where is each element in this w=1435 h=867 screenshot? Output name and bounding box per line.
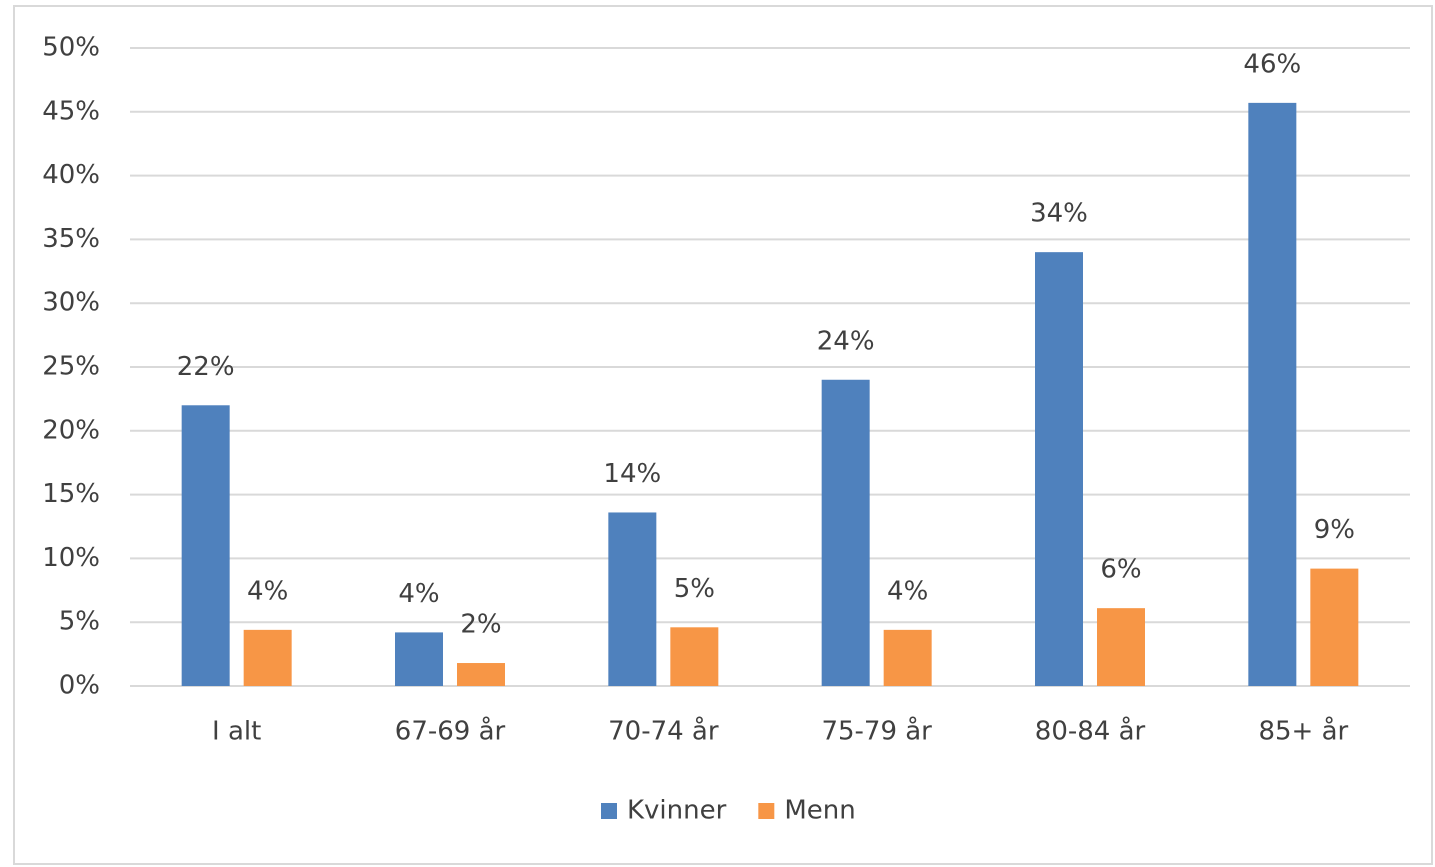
legend-swatch bbox=[758, 803, 775, 819]
y-tick-label: 35% bbox=[42, 224, 100, 254]
y-tick-label: 5% bbox=[59, 607, 100, 637]
value-label: 34% bbox=[1030, 199, 1088, 229]
value-label: 4% bbox=[398, 579, 439, 609]
bar bbox=[670, 627, 719, 686]
bar bbox=[457, 663, 505, 686]
x-tick-label: 85+ år bbox=[1258, 716, 1348, 747]
bar bbox=[608, 512, 657, 686]
x-tick-label: I alt bbox=[212, 717, 261, 747]
value-label: 9% bbox=[1314, 515, 1355, 545]
bar bbox=[181, 405, 230, 686]
value-label: 22% bbox=[177, 352, 235, 382]
x-tick-label: 75-79 år bbox=[821, 716, 932, 747]
y-tick-label: 25% bbox=[42, 352, 100, 382]
y-tick-label: 20% bbox=[42, 415, 100, 445]
y-tick-label: 15% bbox=[42, 479, 100, 509]
y-tick-label: 40% bbox=[42, 160, 100, 190]
y-tick-label: 50% bbox=[42, 33, 100, 63]
legend-label: Kvinner bbox=[627, 796, 727, 826]
legend-label: Menn bbox=[784, 796, 855, 826]
value-label: 14% bbox=[603, 459, 661, 489]
legend-swatch bbox=[601, 803, 617, 819]
value-label: 6% bbox=[1100, 555, 1141, 585]
value-label: 4% bbox=[247, 576, 288, 606]
value-label: 4% bbox=[887, 576, 928, 606]
bar bbox=[1248, 102, 1297, 687]
x-tick-label: 67-69 år bbox=[395, 716, 506, 747]
bar bbox=[1097, 608, 1145, 686]
x-tick-label: 70-74 år bbox=[608, 716, 719, 747]
chart-frame bbox=[13, 5, 1433, 865]
y-tick-label: 30% bbox=[42, 288, 100, 318]
bar bbox=[395, 632, 443, 686]
y-tick-label: 45% bbox=[42, 96, 100, 126]
bar bbox=[883, 629, 932, 686]
value-label: 2% bbox=[460, 610, 501, 640]
value-label: 46% bbox=[1243, 49, 1301, 79]
value-label: 5% bbox=[674, 574, 715, 604]
bar bbox=[1035, 252, 1083, 686]
bar bbox=[821, 379, 870, 686]
value-label: 24% bbox=[817, 326, 875, 356]
x-tick-label: 80-84 år bbox=[1035, 716, 1146, 747]
bar bbox=[1310, 568, 1359, 686]
y-tick-label: 0% bbox=[59, 671, 100, 701]
y-tick-label: 10% bbox=[42, 543, 100, 573]
bar bbox=[243, 629, 292, 686]
